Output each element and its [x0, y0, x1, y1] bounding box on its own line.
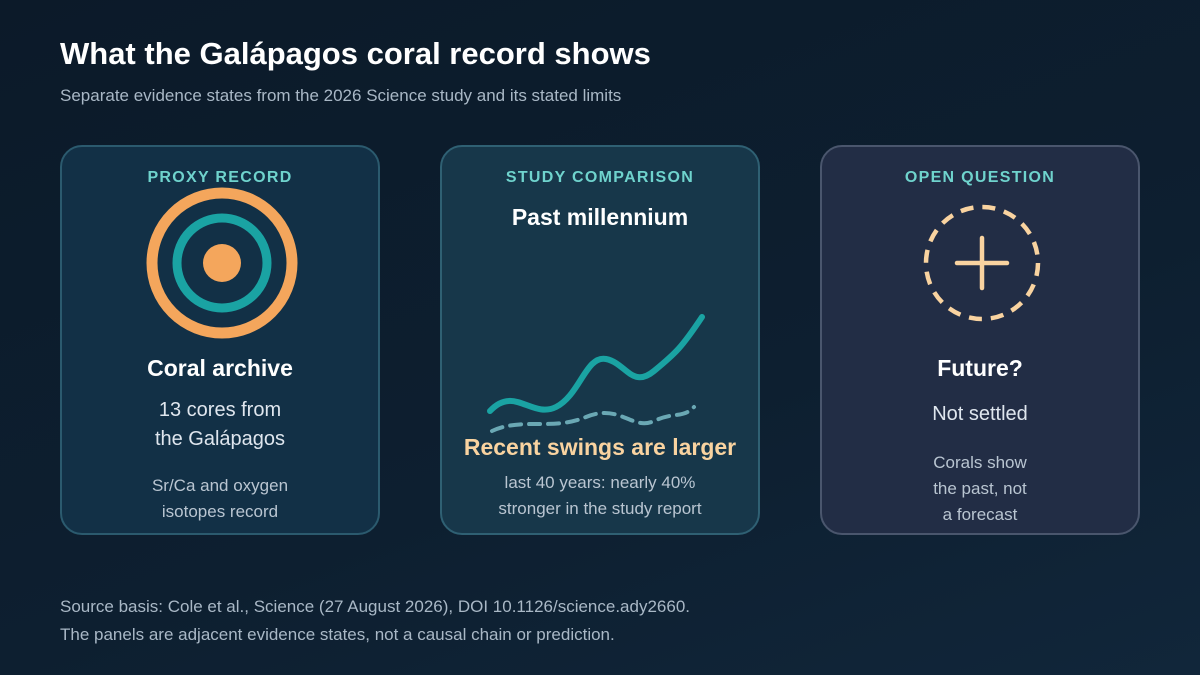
panel-heading: Future?: [937, 355, 1023, 381]
panel-body: 13 cores from the Galápagos: [154, 399, 286, 450]
panel-study-comparison: STUDY COMPARISON Past millennium Recent …: [440, 145, 760, 535]
panel-note: Sr/Ca and oxygen isotopes record: [151, 476, 289, 521]
source-line: Source basis: Cole et al., Science (27 A…: [60, 597, 691, 616]
panel-proxy-record: PROXY RECORD Coral archive 13 cores from…: [60, 145, 380, 535]
panel-note: last 40 years: nearly 40% stronger in th…: [498, 473, 702, 518]
panel-note: Corals show the past, not a forecast: [933, 453, 1027, 524]
dashed-plus-circle-icon: [923, 204, 1041, 322]
panel-tag: OPEN QUESTION: [904, 169, 1056, 186]
panel-tag: STUDY COMPARISON: [505, 169, 695, 186]
panel-heading: Past millennium: [511, 204, 689, 230]
source-note: Source basis: Cole et al., Science (27 A…: [60, 593, 690, 649]
page-title: What the Galápagos coral record shows: [60, 36, 651, 71]
page-subtitle: Separate evidence states from the 2026 S…: [60, 86, 622, 105]
panel-open-question: OPEN QUESTION Future? Not settled Corals…: [820, 145, 1140, 535]
panel-tag: PROXY RECORD: [147, 169, 293, 186]
panel-heading: Coral archive: [147, 355, 293, 381]
panel-body: Not settled: [932, 403, 1028, 425]
concentric-rings-icon: [146, 187, 298, 339]
wave-comparison-icon: [487, 314, 705, 433]
source-line: The panels are adjacent evidence states,…: [60, 625, 615, 644]
panel-highlight: Recent swings are larger: [463, 434, 737, 460]
